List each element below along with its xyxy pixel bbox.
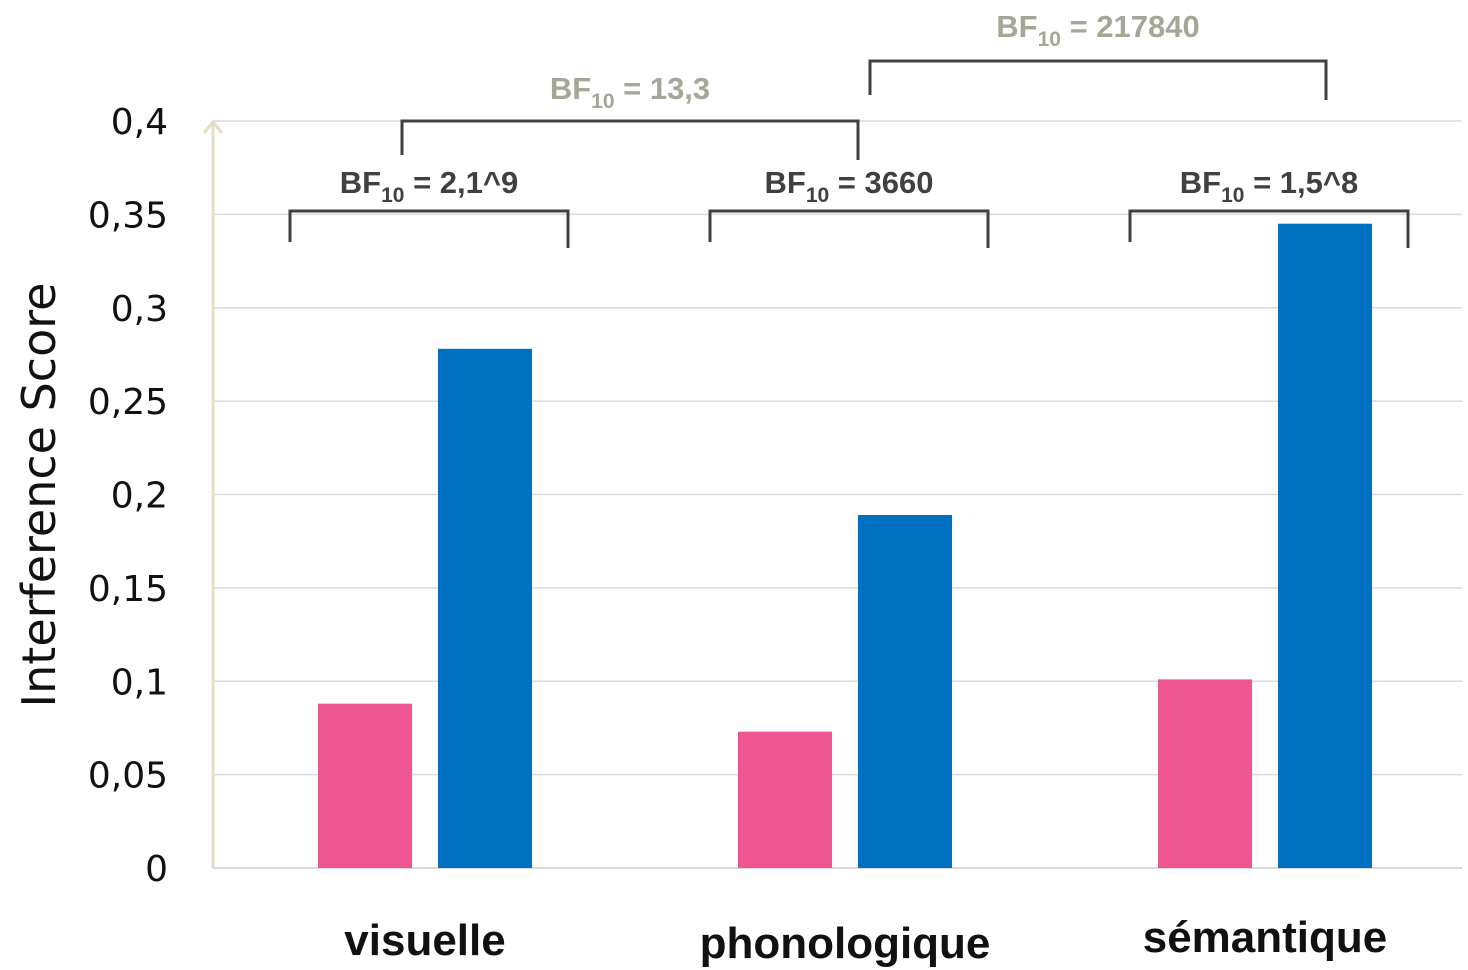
y-tick-label: 0,4 [111,102,168,143]
bf-label-text: BF [550,71,591,106]
bf-label-subscript: 10 [381,184,404,207]
bayes-factor-label: BF10 = 3660 [765,165,934,207]
significance-bracket [708,209,990,248]
bf-label-text: = 1,5^8 [1244,165,1358,200]
y-tick-label: 0 [145,849,168,890]
bayes-factor-label: BF10 = 1,5^8 [1180,165,1358,207]
bf-label-text: BF [996,9,1037,44]
y-axis-arrow [202,119,224,134]
bayes-factor-label: BF10 = 2,1^9 [340,165,518,207]
bf-label-subscript: 10 [1038,28,1061,51]
bf-label-text: = 217840 [1061,9,1200,44]
bf-label-text: = 2,1^9 [404,165,518,200]
gridlines [213,120,1462,869]
category-label: visuelle [344,916,505,965]
y-tick-label: 0,15 [88,569,168,610]
y-axis-label: Interference Score [12,283,66,708]
bar-sémantique-series-2 [1278,223,1372,868]
y-tick-label: 0,1 [111,662,168,703]
bf-label-subscript: 10 [806,184,829,207]
y-tick-label: 0,25 [88,382,168,423]
y-tick-label: 0,05 [88,756,168,797]
bar-sémantique-series-1 [1158,679,1252,868]
bars [318,223,1372,869]
significance-bracket [1128,209,1410,248]
category-label: sémantique [1143,913,1388,962]
bf-label-text: BF [340,165,381,200]
y-tick-label: 0,2 [111,476,168,517]
bayes-factor-label: BF10 = 13,3 [550,71,710,113]
bar-phonologique-series-1 [738,731,832,868]
y-tick-label: 0,35 [88,195,168,236]
y-axis: 0 0,05 0,1 0,15 0,2 0,25 0,3 0,35 0,4 [88,102,224,890]
y-tick-label: 0,3 [111,289,168,330]
bf-label-text: = 13,3 [615,71,711,106]
bf-label-text: BF [1180,165,1221,200]
annotations: BF10 = 2,1^9 BF10 = 3660 BF10 = 1,5^8BF10 … [288,9,1410,248]
bf-label-text: BF [765,165,806,200]
bf-label-subscript: 10 [591,90,614,113]
significance-bracket [400,119,860,160]
bar-visuelle-series-2 [438,348,532,869]
significance-bracket [868,59,1328,100]
bf-label-text: = 3660 [829,165,933,200]
bar-visuelle-series-1 [318,703,412,868]
significance-bracket [288,209,570,248]
category-label: phonologique [700,919,991,968]
bayes-factor-label: BF10 = 217840 [996,9,1199,51]
bar-phonologique-series-2 [858,515,952,868]
category-labels: visuelle phonologique sémantique [344,913,1387,968]
bf-label-subscript: 10 [1221,184,1244,207]
